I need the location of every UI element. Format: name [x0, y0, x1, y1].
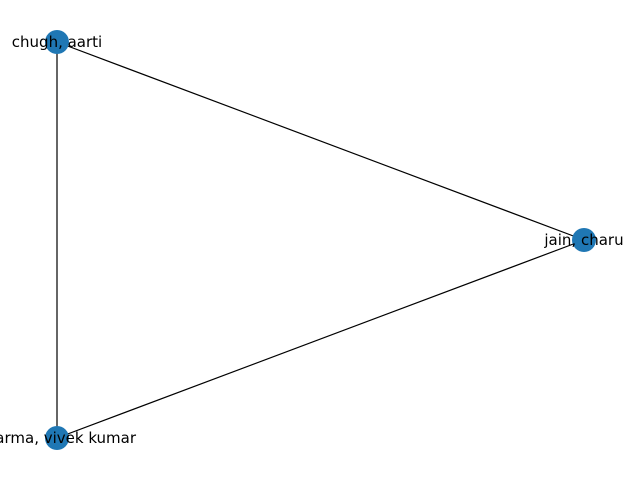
node-sharma[interactable] [45, 426, 69, 450]
node-jain[interactable] [572, 228, 596, 252]
edge-jain-sharma [56, 239, 585, 439]
node-label-chugh: chugh, aarti [12, 33, 102, 51]
edge-layer [56, 41, 585, 439]
label-layer: chugh, aarti jain, charu sharma, vivek k… [0, 33, 624, 447]
node-chugh[interactable] [45, 30, 69, 54]
node-label-jain: jain, charu [543, 231, 623, 249]
node-label-sharma: sharma, vivek kumar [0, 429, 137, 447]
node-layer [45, 30, 596, 450]
edge-chugh-jain [56, 41, 585, 241]
